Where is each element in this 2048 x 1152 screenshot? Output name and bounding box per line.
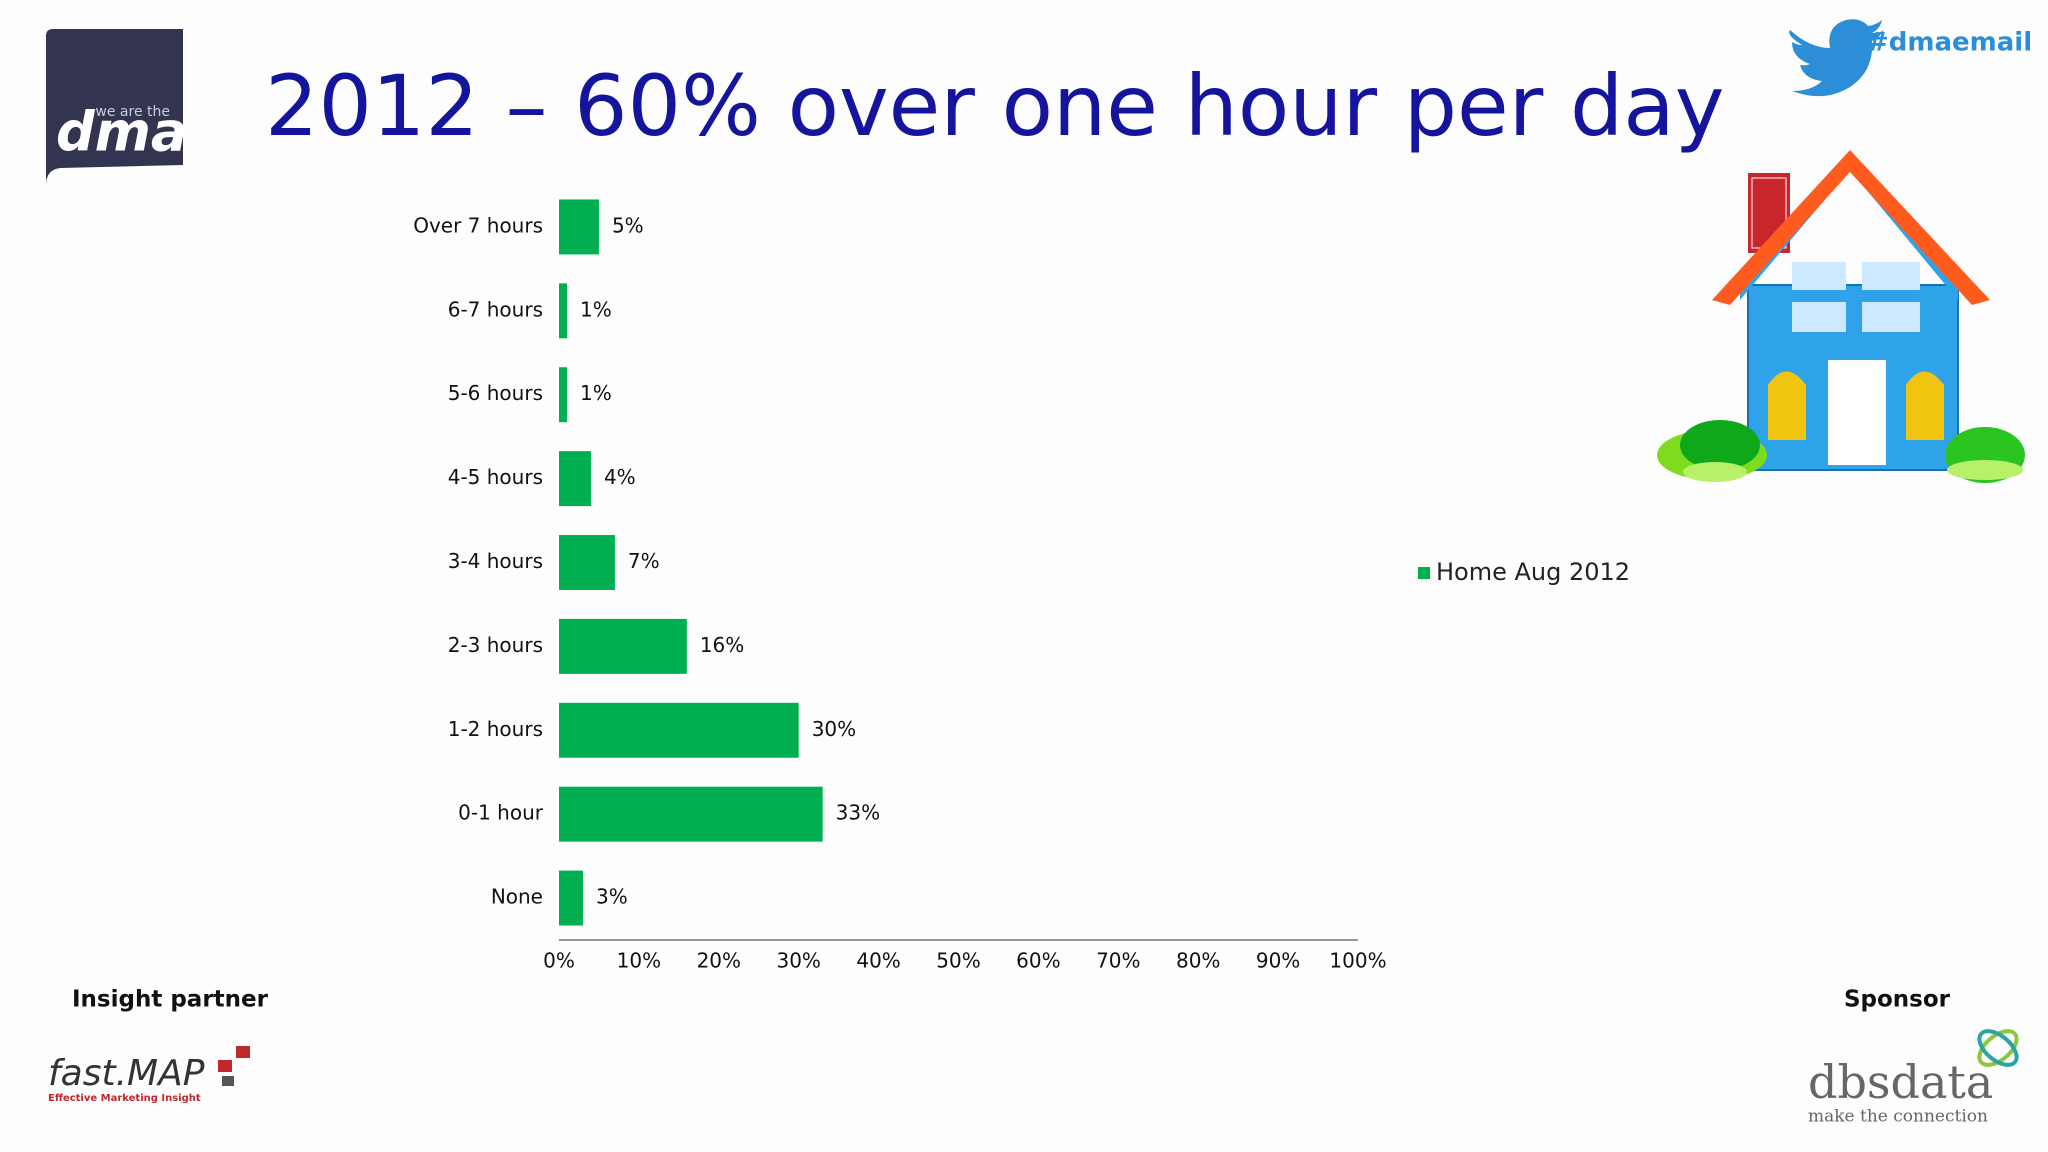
data-label: 30% <box>812 717 856 741</box>
slide-title: 2012 – 60% over one hour per day <box>265 57 1724 155</box>
x-tick-label: 30% <box>776 949 820 973</box>
data-label: 7% <box>628 549 660 573</box>
bar <box>559 535 615 590</box>
bar <box>559 702 799 758</box>
data-label: 1% <box>580 297 612 321</box>
y-tick-label: 2-3 hours <box>448 633 543 657</box>
y-tick-label: 4-5 hours <box>448 465 543 489</box>
legend-swatch <box>1418 567 1430 579</box>
logo-box <box>46 29 183 185</box>
x-tick-label: 40% <box>856 949 900 973</box>
y-tick-label: 3-4 hours <box>448 549 543 573</box>
x-tick-label: 20% <box>697 949 741 973</box>
fastmap-logo: fast.MAP Effective Marketing Insight <box>48 1046 250 1104</box>
data-label: 33% <box>836 801 880 825</box>
x-tick-label: 60% <box>1016 949 1060 973</box>
logo-tag: we are the <box>95 104 170 120</box>
bar <box>559 283 567 339</box>
data-label: 4% <box>604 465 636 489</box>
x-tick-label: 50% <box>936 949 980 973</box>
x-tick-label: 70% <box>1096 949 1140 973</box>
y-tick-label: 0-1 hour <box>458 801 544 825</box>
y-tick-label: None <box>491 885 543 909</box>
chart: 0% 10% 20% 30% 40% 50% 60% 70% 80% 90% 100% Over 7 … <box>413 199 1630 973</box>
data-label: 16% <box>700 633 744 657</box>
sponsor-label: Sponsor <box>1844 987 1951 1013</box>
dbsdata-logo: dbsdata make the connection <box>1808 1029 2019 1127</box>
bar <box>559 451 591 507</box>
bar <box>559 199 599 255</box>
data-label: 1% <box>580 381 612 405</box>
x-tick-label: 90% <box>1256 949 1300 973</box>
x-tick-label: 0% <box>543 949 575 973</box>
data-label: 3% <box>596 885 628 909</box>
house-illustration <box>1657 150 2025 483</box>
insight-partner-label: Insight partner <box>72 987 269 1013</box>
logo-name: dma <box>56 101 187 164</box>
x-tick-label: 80% <box>1176 949 1220 973</box>
bar <box>559 367 567 423</box>
hashtag: #dmaemail <box>1867 28 2032 58</box>
y-tick-label: 5-6 hours <box>448 381 543 405</box>
y-tick-label: Over 7 hours <box>413 213 543 237</box>
data-label: 5% <box>612 213 644 237</box>
partner-tagline: Effective Marketing Insight <box>48 1093 201 1104</box>
legend-label: Home Aug 2012 <box>1436 558 1630 586</box>
y-tick-label: 6-7 hours <box>448 297 543 321</box>
y-tick-label: 1-2 hours <box>448 717 543 741</box>
twitter-icon <box>1789 19 1884 97</box>
bar <box>559 870 583 926</box>
x-tick-label: 10% <box>617 949 661 973</box>
twitter-bird <box>1789 19 1884 97</box>
dma-logo: we are the dma <box>46 29 187 185</box>
sponsor-tagline: make the connection <box>1808 1107 1988 1127</box>
x-tick-label: 100% <box>1329 949 1386 973</box>
sponsor-logo: dbsdata <box>1808 1055 1993 1109</box>
bar <box>559 618 687 674</box>
partner-logo: fast.MAP <box>48 1053 205 1094</box>
bar <box>559 786 823 842</box>
